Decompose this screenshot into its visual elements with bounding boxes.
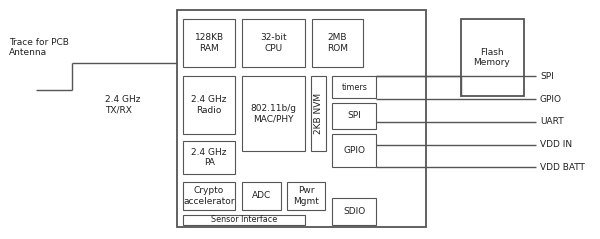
- Text: Pwr
Mgmt: Pwr Mgmt: [293, 186, 319, 206]
- Text: UART: UART: [540, 117, 563, 126]
- Bar: [287, 182, 325, 210]
- Text: Flash
Memory: Flash Memory: [473, 48, 511, 67]
- Text: 2.4 GHz
TX/RX: 2.4 GHz TX/RX: [105, 95, 140, 115]
- Text: 2MB
ROM: 2MB ROM: [327, 33, 348, 53]
- Bar: [311, 76, 326, 151]
- Text: 128KB
RAM: 128KB RAM: [194, 33, 224, 53]
- Text: 2KB NVM: 2KB NVM: [314, 93, 323, 134]
- Bar: [242, 182, 281, 210]
- Text: GPIO: GPIO: [540, 95, 562, 104]
- Text: SPI: SPI: [347, 111, 361, 120]
- Bar: [183, 141, 235, 174]
- Bar: [183, 19, 235, 67]
- Bar: [332, 76, 376, 98]
- Text: Sensor Interface: Sensor Interface: [211, 215, 277, 224]
- Text: timers: timers: [341, 83, 367, 92]
- Bar: [183, 182, 235, 210]
- Text: SDIO: SDIO: [343, 207, 365, 216]
- Bar: [242, 19, 305, 67]
- Bar: [183, 215, 305, 225]
- Text: 802.11b/g
MAC/PHY: 802.11b/g MAC/PHY: [250, 104, 296, 123]
- Bar: [312, 19, 363, 67]
- Text: 2.4 GHz
PA: 2.4 GHz PA: [191, 148, 227, 168]
- Text: Crypto
accelerator: Crypto accelerator: [184, 186, 235, 206]
- Bar: [332, 134, 376, 167]
- Text: VDD IN: VDD IN: [540, 140, 572, 149]
- Bar: [242, 76, 305, 151]
- Bar: [332, 198, 376, 225]
- Bar: [461, 19, 524, 96]
- Text: 2.4 GHz
Radio: 2.4 GHz Radio: [191, 95, 227, 115]
- Bar: [183, 76, 235, 134]
- Bar: [177, 10, 426, 227]
- Text: 32-bit
CPU: 32-bit CPU: [260, 33, 287, 53]
- Text: VDD BATT: VDD BATT: [540, 163, 585, 172]
- Text: Trace for PCB
Antenna: Trace for PCB Antenna: [9, 38, 69, 58]
- Bar: [332, 103, 376, 129]
- Text: ADC: ADC: [251, 191, 271, 201]
- Text: GPIO: GPIO: [343, 146, 365, 155]
- Text: SPI: SPI: [540, 72, 554, 81]
